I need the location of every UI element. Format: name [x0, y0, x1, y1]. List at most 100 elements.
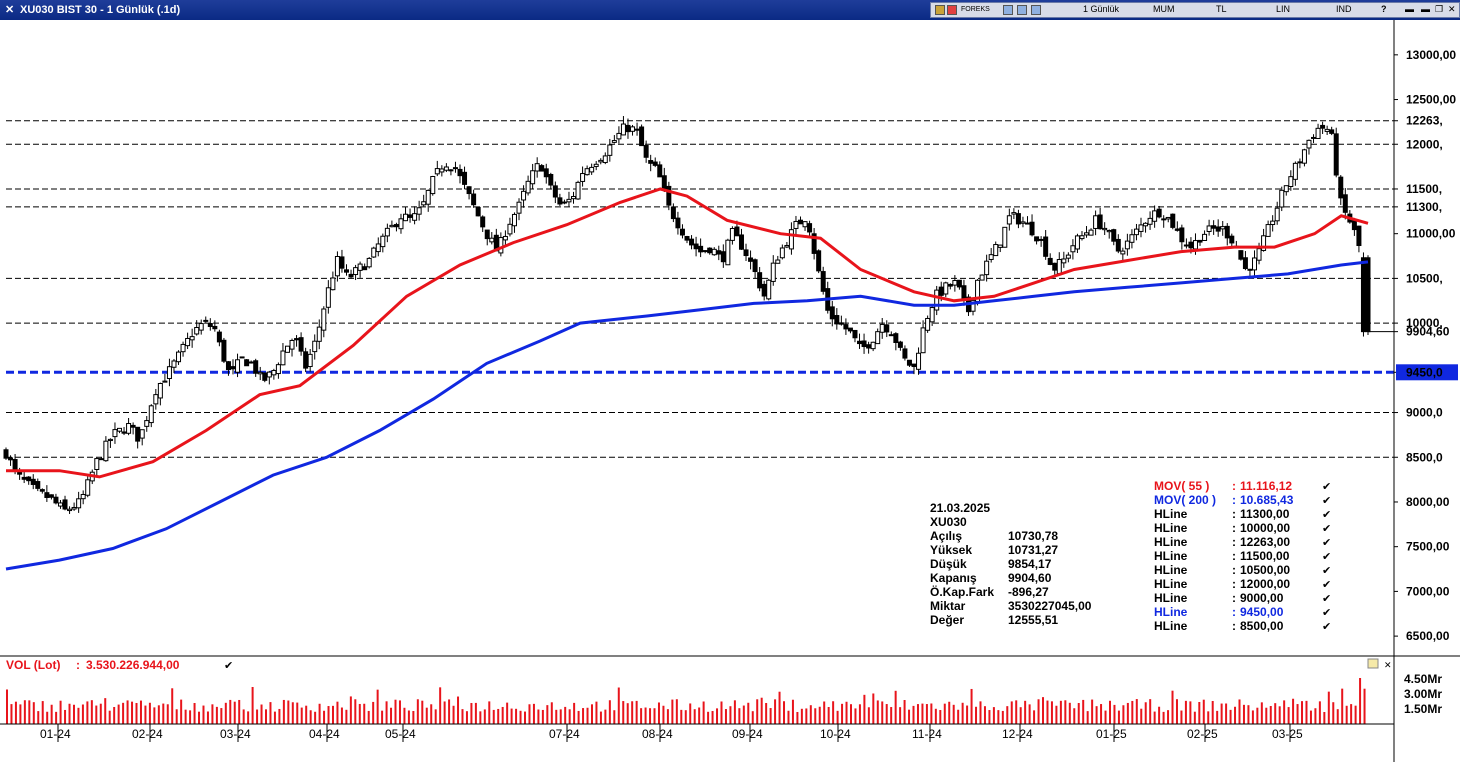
indicator-button[interactable]: IND: [1336, 4, 1352, 14]
candle-body: [1170, 213, 1176, 228]
candle-body: [1338, 176, 1344, 199]
info-panel: 21.03.2025 XU030 Açılış 10730,78 Yüksek 107…: [930, 501, 1092, 627]
legend-check-icon[interactable]: ✔: [1322, 607, 1331, 619]
candle-body: [652, 161, 658, 166]
volume-bar: [836, 710, 839, 724]
volume-close-icon[interactable]: ✕: [1384, 660, 1392, 670]
volume-bar: [238, 699, 241, 724]
legend-check-icon[interactable]: ✔: [1322, 621, 1331, 633]
volume-bar: [416, 699, 419, 724]
volume-bar: [1341, 688, 1344, 724]
help-button[interactable]: ?: [1381, 4, 1387, 14]
volume-bar: [573, 702, 576, 724]
legend-sep: :: [1232, 479, 1236, 493]
legend-check-icon[interactable]: ✔: [1322, 593, 1331, 605]
volume-bar: [1198, 701, 1201, 724]
candle-body: [543, 168, 549, 178]
volume-bar: [675, 699, 678, 724]
volume-bar: [1122, 705, 1125, 724]
volume-bar: [1332, 702, 1335, 724]
legend-check-icon[interactable]: ✔: [1322, 523, 1331, 535]
volume-bar: [474, 702, 477, 724]
candle-body: [316, 326, 322, 342]
legend-check-icon[interactable]: ✔: [1322, 551, 1331, 563]
volume-bar: [662, 705, 665, 724]
candle-body: [248, 361, 254, 364]
volume-bar: [1193, 711, 1196, 724]
legend-check-icon[interactable]: ✔: [1322, 537, 1331, 549]
volume-bar: [939, 710, 942, 724]
volume-bar: [1211, 701, 1214, 724]
candle-body: [711, 248, 717, 256]
volume-bar: [1113, 704, 1116, 724]
candle-body: [548, 173, 554, 186]
volume-pin-icon[interactable]: [1367, 658, 1379, 669]
candle-body: [1165, 216, 1171, 220]
volume-bar: [595, 701, 598, 724]
candle-body: [852, 329, 858, 339]
candle-body: [384, 227, 390, 237]
chart-area[interactable]: 13000,00 12500,00 12263, 12000, 11500, 11300,…: [0, 20, 1460, 762]
volume-bar: [845, 701, 848, 724]
chart-type-select[interactable]: MUM: [1153, 4, 1175, 14]
candle-body: [729, 228, 735, 241]
candle-body: [162, 380, 168, 383]
legend-check-icon[interactable]: ✔: [1322, 495, 1331, 507]
price-tick-label: 12263,: [1406, 114, 1443, 128]
candle-body: [984, 260, 990, 276]
volume-bar: [251, 687, 254, 724]
volume-bar: [867, 707, 870, 724]
candle-body: [176, 351, 182, 363]
signal-icon[interactable]: [1031, 5, 1041, 15]
volume-bar: [1135, 699, 1138, 724]
candle-body: [738, 234, 744, 250]
draw-icon[interactable]: [1017, 5, 1027, 15]
candle-body: [121, 431, 127, 434]
candle-body: [407, 214, 413, 218]
candle-last: [1364, 257, 1368, 332]
legend-value: 9000,00: [1240, 591, 1284, 605]
time-tick-label: 01-25: [1096, 727, 1127, 741]
scale-select[interactable]: LIN: [1276, 4, 1291, 14]
currency-select[interactable]: TL: [1216, 4, 1227, 14]
volume-bar: [68, 703, 71, 724]
time-tick-label: 10-24: [820, 727, 851, 741]
candle-body: [353, 267, 359, 276]
volume-bar: [144, 705, 147, 724]
maximize-icon[interactable]: ❐: [1435, 4, 1444, 14]
grid-icon[interactable]: [1003, 5, 1013, 15]
legend-check-icon[interactable]: ✔: [1322, 481, 1331, 493]
volume-bar: [398, 700, 401, 724]
candle-body: [1252, 257, 1257, 271]
candle-body: [280, 350, 286, 366]
legend-check-icon[interactable]: ✔: [1322, 509, 1331, 521]
minimize-icon[interactable]: ▬: [1405, 4, 1414, 14]
period-select[interactable]: 1 Günlük: [1083, 4, 1120, 14]
candle-body: [325, 287, 331, 308]
close-icon[interactable]: ✕: [5, 4, 15, 16]
candle-body: [244, 359, 250, 367]
volume-bar: [439, 687, 442, 724]
candle-body: [620, 123, 626, 136]
minimize-icon-2[interactable]: ▬: [1421, 4, 1430, 14]
legend-sep: :: [1232, 493, 1236, 507]
volume-bar: [345, 709, 348, 724]
tool-icon[interactable]: [947, 5, 957, 15]
legend-check-icon[interactable]: ✔: [1322, 565, 1331, 577]
volume-bar: [1318, 701, 1321, 724]
close-window-icon[interactable]: ✕: [1448, 4, 1456, 14]
candle-body: [117, 427, 122, 432]
chart-icon[interactable]: [935, 5, 945, 15]
candle-body: [580, 173, 586, 182]
legend-name: HLine: [1154, 563, 1188, 577]
volume-check-icon[interactable]: ✔: [224, 660, 233, 672]
candle-body: [289, 339, 295, 350]
legend-check-icon[interactable]: ✔: [1322, 579, 1331, 591]
volume-bar: [702, 701, 705, 724]
volume-bar: [586, 707, 589, 724]
candle-body: [993, 244, 999, 257]
candle-body: [67, 508, 73, 512]
forex-button[interactable]: FOREKS: [961, 6, 990, 13]
volume-bar: [997, 710, 1000, 724]
volume-bar: [568, 709, 571, 724]
